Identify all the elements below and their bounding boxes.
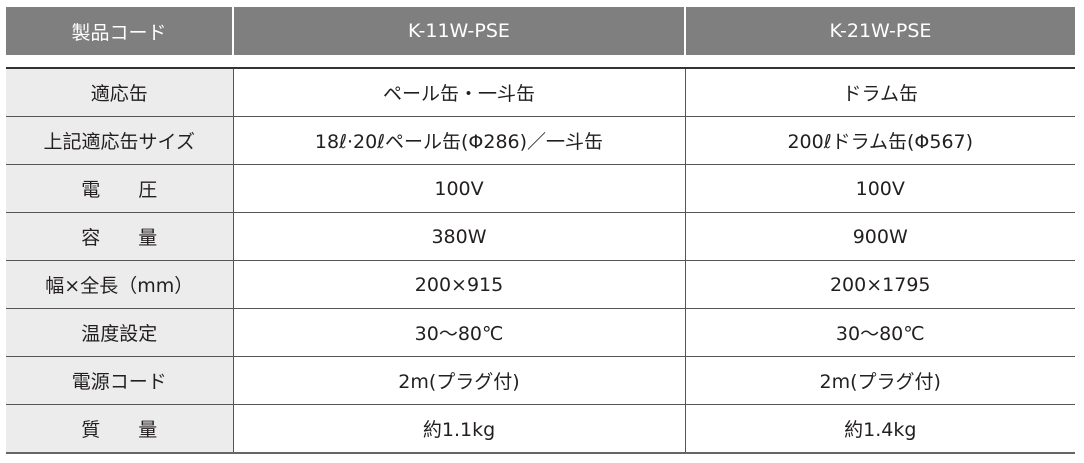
row-value-model-2: 30〜80℃ [684,308,1075,357]
table-row: 容 量 380W 900W [6,212,1075,261]
row-value-model-2: 約1.4kg [684,404,1075,453]
row-label: 温度設定 [6,308,233,357]
row-value-model-2: 900W [684,212,1075,261]
row-value-model-2: 200ℓドラム缶(Φ567) [684,116,1075,165]
header-model-1: K-11W-PSE [232,7,685,55]
row-value-model-1: 200×915 [232,260,685,309]
row-value-model-1: ペール缶・一斗缶 [232,67,685,117]
row-label: 質 量 [6,404,233,453]
row-label: 上記適応缶サイズ [6,116,233,165]
table-row: 質 量約1.1kg 約1.4kg [6,404,1075,453]
row-label: 電 圧 [6,164,233,213]
row-value-model-2: 2m(プラグ付) [684,356,1075,405]
spec-table: 適応缶 ペール缶・一斗缶 ドラム缶 上記適応缶サイズ 18ℓ·20ℓペール缶(Φ286)… [6,67,1075,454]
row-label: 幅×全長（mm） [6,260,233,309]
row-value-model-1: 100V [232,164,685,213]
spec-table-header: 製品コード K-11W-PSE K-21W-PSE [6,7,1075,55]
row-value-model-1: 2m(プラグ付) [232,356,685,405]
row-value-model-2: 100V [684,164,1075,213]
table-row: 幅×全長（mm） 200×915 200×1795 [6,260,1075,309]
row-value-model-1: 380W [232,212,685,261]
table-row: 上記適応缶サイズ 18ℓ·20ℓペール缶(Φ286)／一斗缶 200ℓドラム缶(Φ5… [6,116,1075,165]
row-value-model-1: 約1.1kg [232,404,685,453]
row-label: 電源コード [6,356,233,405]
header-label: 製品コード [6,7,233,55]
header-model-2: K-21W-PSE [684,7,1075,55]
row-value-model-1: 18ℓ·20ℓペール缶(Φ286)／一斗缶 [232,116,685,165]
row-value-model-2: 200×1795 [684,260,1075,309]
table-row: 適応缶 ペール缶・一斗缶 ドラム缶 [6,67,1075,117]
table-row: 電源コード 2m(プラグ付) 2m(プラグ付) [6,356,1075,405]
row-value-model-2: ドラム缶 [684,67,1075,117]
table-row: 電 圧 100V 100V [6,164,1075,213]
row-label: 適応缶 [6,67,233,117]
row-value-model-1: 30〜80℃ [232,308,685,357]
table-row: 温度設定 30〜80℃ 30〜80℃ [6,308,1075,357]
row-label: 容 量 [6,212,233,261]
header-row: 製品コード K-11W-PSE K-21W-PSE [6,7,1075,55]
